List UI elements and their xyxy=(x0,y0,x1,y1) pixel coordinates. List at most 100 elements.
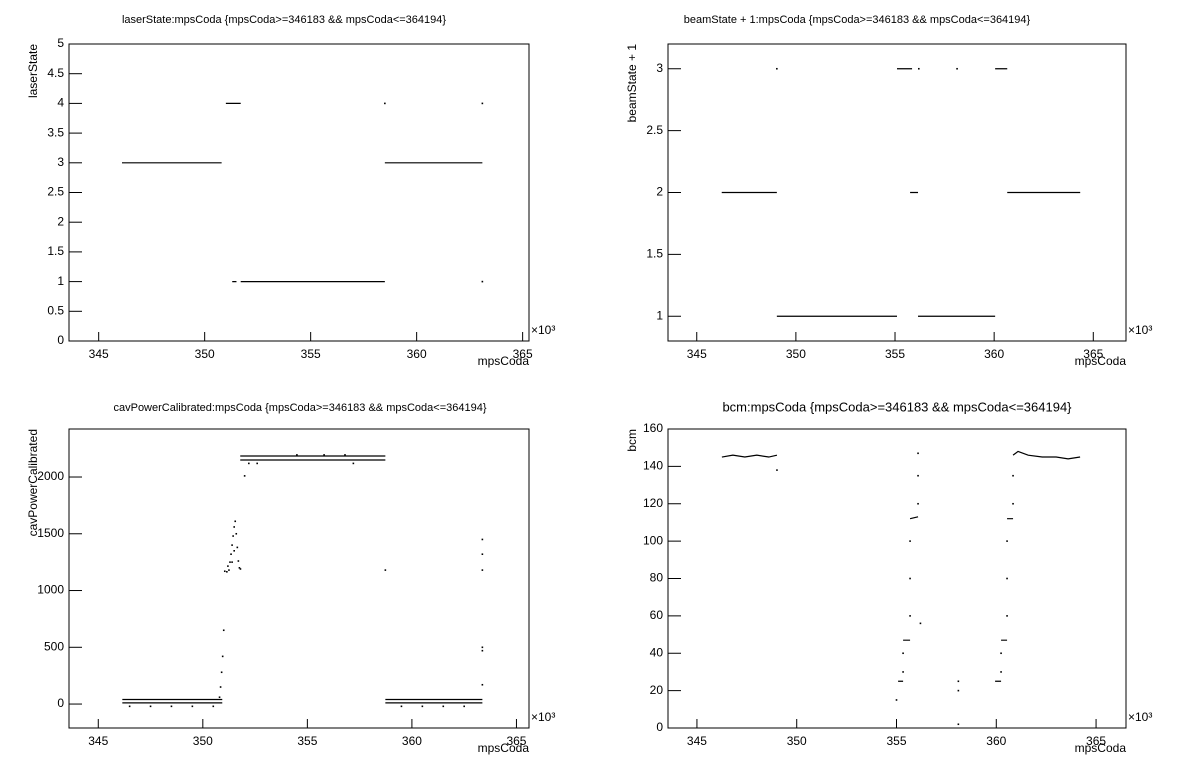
data-point xyxy=(226,571,228,573)
y-tick-label: 160 xyxy=(643,421,663,435)
data-point xyxy=(442,705,445,708)
plot-frame xyxy=(667,428,1127,729)
y-tick-label: 500 xyxy=(44,639,64,653)
x-axis-label: mpsCoda xyxy=(478,741,530,755)
data-point xyxy=(170,705,173,708)
data-point xyxy=(220,671,223,674)
y-axis-label: cavPowerCalibrated xyxy=(26,429,40,536)
data-point xyxy=(352,462,355,465)
data-point xyxy=(1000,652,1002,655)
data-point xyxy=(218,696,221,699)
data-line xyxy=(122,102,483,283)
x-multiplier: ×10³ xyxy=(531,710,555,724)
data-point xyxy=(227,565,229,567)
data-point xyxy=(1012,474,1014,477)
data-point xyxy=(219,686,222,688)
y-tick-label: 2.5 xyxy=(47,185,64,199)
data-point xyxy=(384,102,386,105)
x-tick-label: 345 xyxy=(687,347,707,361)
x-tick-label: 345 xyxy=(687,734,707,748)
y-tick-label: 1 xyxy=(57,274,64,288)
data-point xyxy=(481,538,484,541)
data-point xyxy=(236,546,239,549)
data-point xyxy=(230,553,232,556)
x-tick-label: 360 xyxy=(984,347,1004,361)
data-point xyxy=(228,569,230,571)
data-point xyxy=(296,454,298,456)
x-tick-label: 350 xyxy=(193,734,213,748)
data-point xyxy=(256,462,258,465)
y-tick-label: 2.5 xyxy=(646,123,663,137)
data-point xyxy=(243,475,246,477)
y-tick-label: 1.5 xyxy=(47,244,64,258)
x-tick-label: 365 xyxy=(1083,347,1103,361)
chart-title: beamState + 1:mpsCoda {mpsCoda>=346183 &… xyxy=(684,14,1031,26)
data-point xyxy=(1000,671,1002,673)
data-point xyxy=(238,567,241,569)
x-axis-label: mpsCoda xyxy=(1075,741,1127,755)
data-point xyxy=(957,723,960,726)
data-point xyxy=(221,655,224,658)
x-tick-label: 345 xyxy=(88,734,108,748)
y-tick-label: 3.5 xyxy=(47,125,64,139)
data-point xyxy=(235,532,238,535)
data-point xyxy=(400,705,403,708)
data-point xyxy=(481,649,484,652)
data-point xyxy=(233,550,235,552)
data-point xyxy=(481,553,484,556)
y-tick-label: 1500 xyxy=(37,526,64,540)
y-tick-label: 4 xyxy=(57,96,64,110)
y-tick-label: 1 xyxy=(656,308,663,322)
data-point xyxy=(1006,540,1008,542)
data-point xyxy=(481,646,484,649)
x-axis-label: mpsCoda xyxy=(478,354,530,368)
data-point xyxy=(149,705,152,708)
data-point xyxy=(231,561,233,563)
x-multiplier: ×10³ xyxy=(531,323,555,337)
x-tick-label: 350 xyxy=(786,347,806,361)
y-tick-label: 4.5 xyxy=(47,66,64,80)
y-tick-label: 0 xyxy=(57,333,64,347)
y-tick-label: 0.5 xyxy=(47,303,64,317)
x-tick-label: 360 xyxy=(402,734,422,748)
data-point xyxy=(481,102,484,105)
data-point xyxy=(481,569,484,571)
x-tick-label: 355 xyxy=(885,347,905,361)
data-point xyxy=(384,569,387,571)
data-point xyxy=(128,705,131,708)
data-point xyxy=(463,705,465,708)
x-tick-label: 365 xyxy=(1086,734,1106,748)
data-point xyxy=(223,570,226,573)
data-point xyxy=(1006,615,1008,617)
y-tick-label: 0 xyxy=(57,696,64,710)
data-point xyxy=(918,67,920,70)
x-tick-label: 350 xyxy=(787,734,807,748)
data-point xyxy=(191,705,194,708)
x-tick-label: 360 xyxy=(407,347,427,361)
y-tick-label: 80 xyxy=(650,571,664,585)
plot-frame xyxy=(68,43,530,342)
x-multiplier: ×10³ xyxy=(1128,710,1152,724)
x-tick-label: 360 xyxy=(986,734,1006,748)
data-point xyxy=(248,462,250,465)
y-tick-label: 2 xyxy=(656,185,663,199)
data-point xyxy=(481,683,484,686)
y-tick-label: 2000 xyxy=(37,469,64,483)
x-tick-label: 365 xyxy=(506,734,526,748)
data-point xyxy=(917,474,919,477)
y-tick-label: 3 xyxy=(656,61,663,75)
data-point xyxy=(233,526,235,528)
data-point xyxy=(222,629,225,632)
data-point xyxy=(909,615,911,617)
y-tick-label: 60 xyxy=(650,608,664,622)
y-tick-label: 100 xyxy=(643,533,663,547)
data-point xyxy=(421,705,424,708)
y-tick-label: 40 xyxy=(650,645,664,659)
y-tick-label: 20 xyxy=(650,683,664,697)
y-tick-label: 140 xyxy=(643,459,663,473)
x-axis-label: mpsCoda xyxy=(1075,354,1127,368)
data-point xyxy=(895,699,898,701)
chart-title: laserState:mpsCoda {mpsCoda>=346183 && m… xyxy=(122,14,446,26)
data-point xyxy=(237,560,240,562)
